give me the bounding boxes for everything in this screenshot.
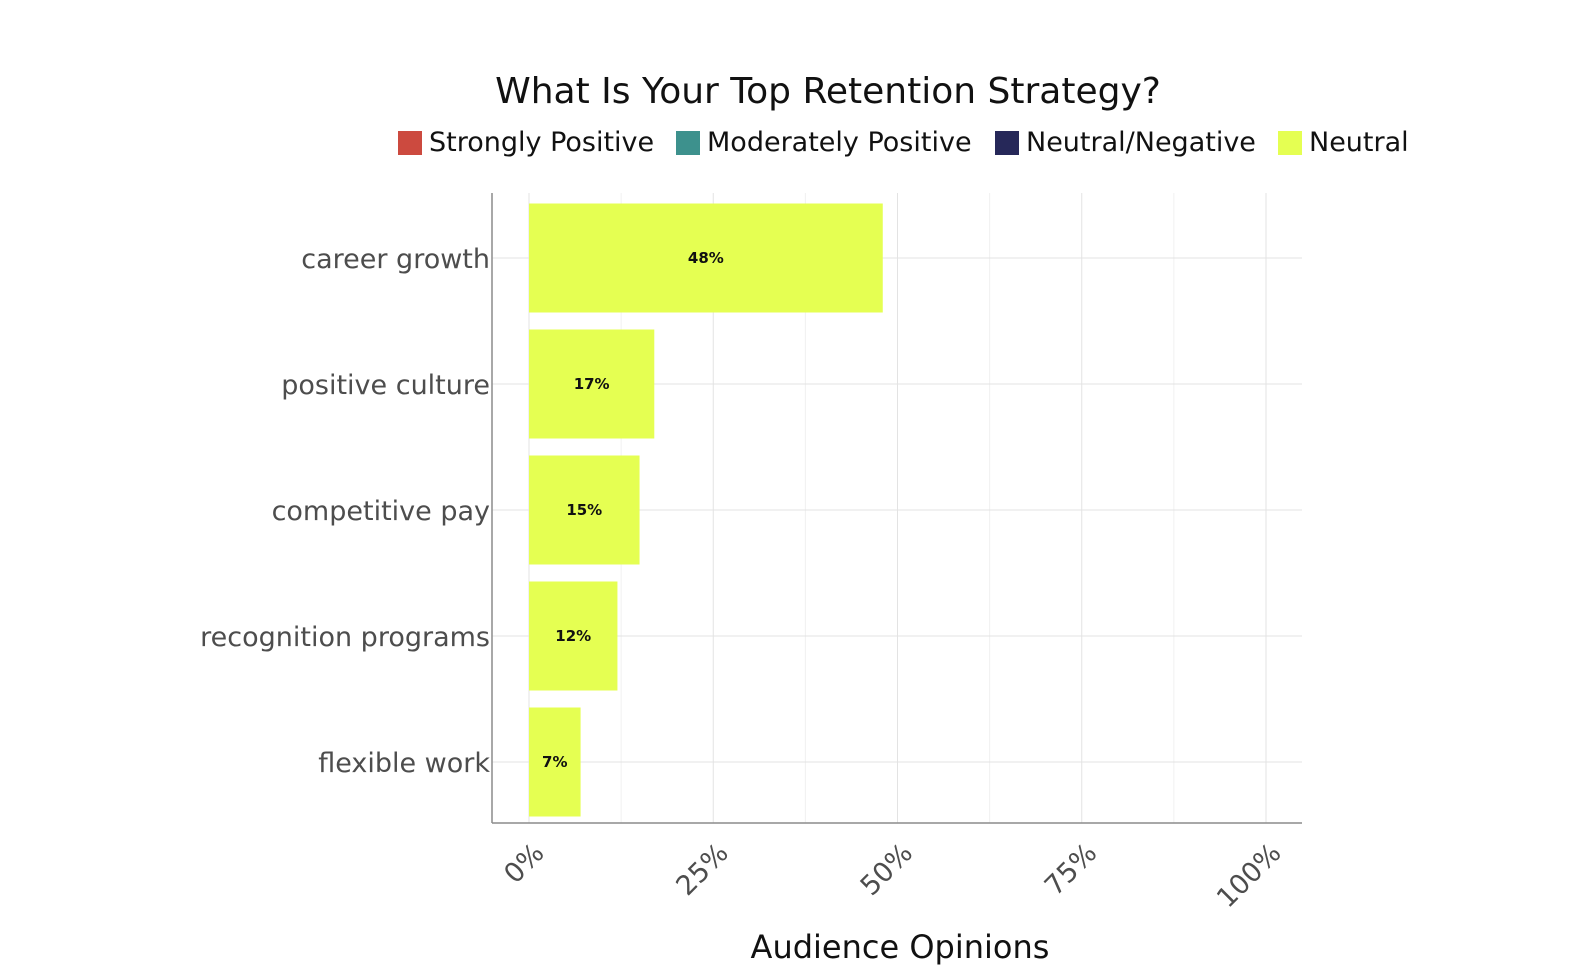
- chart-legend: Strongly Positive Moderately Positive Neut…: [398, 127, 1409, 158]
- category-label: recognition programs: [200, 622, 490, 653]
- bar-value-label: 17%: [574, 375, 610, 393]
- legend-label-neutral: Neutral: [1309, 127, 1409, 158]
- category-labels: career growth positive culture competitive…: [200, 244, 490, 779]
- bar-value-label: 48%: [688, 249, 724, 267]
- legend-swatch-strongly-positive: [398, 131, 422, 155]
- bar: [529, 707, 581, 817]
- bar-value-label: 15%: [566, 501, 602, 519]
- category-label: flexible work: [318, 748, 490, 779]
- x-tick-label: 25%: [670, 838, 734, 902]
- bar: [529, 329, 655, 439]
- bar: [529, 455, 640, 565]
- bar: [529, 203, 883, 313]
- x-tick-label: 0%: [498, 838, 550, 890]
- category-label: positive culture: [281, 370, 490, 401]
- legend-label-moderately-positive: Moderately Positive: [707, 127, 972, 158]
- legend-label-neutral-negative: Neutral/Negative: [1026, 127, 1256, 158]
- bar: [529, 581, 618, 691]
- category-label: career growth: [301, 244, 490, 275]
- category-label: competitive pay: [272, 496, 490, 527]
- x-tick-labels: 0% 25% 50% 75% 100%: [498, 838, 1287, 915]
- legend-label-strongly-positive: Strongly Positive: [429, 127, 654, 158]
- bar-value-label: 12%: [555, 627, 591, 645]
- legend-swatch-neutral-negative: [995, 131, 1019, 155]
- x-tick-label: 75%: [1039, 838, 1103, 902]
- x-axis-title: Audience Opinions: [751, 928, 1050, 966]
- x-tick-label: 100%: [1211, 838, 1288, 915]
- bars-group: 48% 17% 15% 12% 7%: [529, 203, 883, 817]
- axes: [491, 193, 1302, 824]
- bar-value-label: 7%: [542, 753, 567, 771]
- legend-swatch-moderately-positive: [676, 131, 700, 155]
- chart-title: What Is Your Top Retention Strategy?: [495, 71, 1161, 112]
- legend-swatch-neutral: [1278, 131, 1302, 155]
- x-tick-label: 50%: [855, 838, 919, 902]
